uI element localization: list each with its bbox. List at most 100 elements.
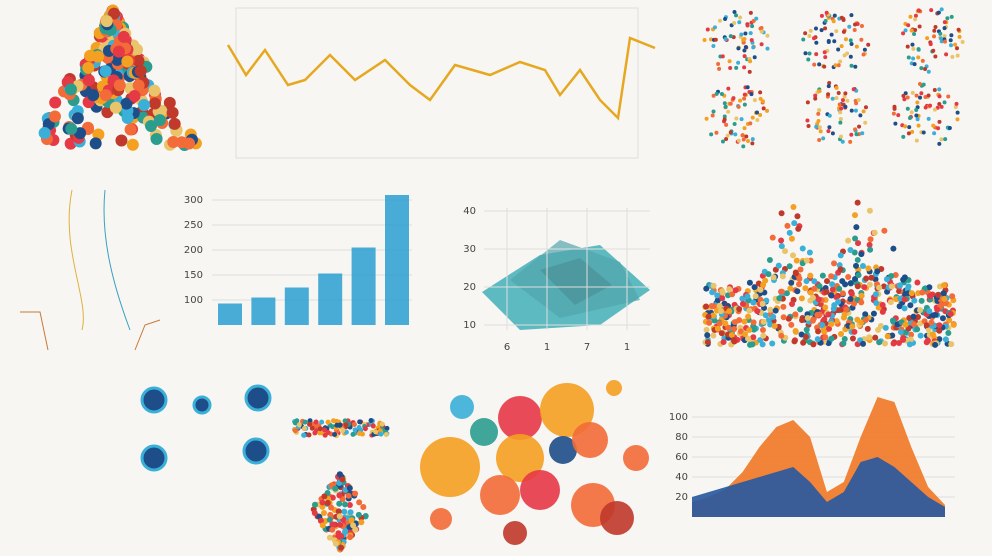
decor-dot (893, 121, 898, 126)
decor-dot (825, 340, 832, 347)
x-tick-label: 1 (544, 342, 550, 353)
decor-dot (706, 319, 713, 326)
decor-dot (732, 20, 737, 25)
decor-dot (810, 341, 817, 348)
decor-dot (827, 81, 832, 86)
decor-dot (730, 337, 737, 344)
decor-dot (109, 101, 122, 114)
decor-dot (100, 15, 113, 28)
decor-dot (762, 277, 769, 284)
decor-dot (854, 44, 859, 49)
decor-dot (931, 123, 936, 128)
decor-dot (748, 59, 753, 64)
decor-dot (893, 296, 900, 303)
decor-dot (355, 511, 362, 518)
decor-dot (732, 287, 739, 294)
decor-dot (917, 81, 922, 86)
decor-dot (911, 46, 916, 51)
decor-dot (830, 96, 835, 101)
decor-dot (837, 266, 844, 273)
decor-dot (728, 130, 733, 135)
decor-dot (357, 419, 363, 425)
decor-dot (49, 96, 62, 109)
decor-dot (330, 521, 337, 528)
connector (68, 189, 84, 331)
decor-dot (848, 38, 853, 43)
decor-dot (849, 13, 854, 18)
decor-dot (792, 327, 799, 334)
decor-dot (804, 314, 811, 321)
decor-dot (64, 83, 77, 96)
decor-dot (183, 137, 196, 150)
decor-dot (930, 312, 937, 319)
decor-dot (703, 303, 710, 310)
decor-dot (862, 47, 867, 52)
decor-dot (799, 317, 806, 324)
decor-dot (936, 336, 943, 343)
decor-dot (865, 265, 872, 272)
decor-dot (373, 429, 379, 435)
decor-dot (339, 476, 346, 483)
decor-dot (751, 325, 758, 332)
decor-dot (832, 13, 837, 18)
decor-dot (838, 59, 843, 64)
decor-dot (711, 93, 716, 98)
decor-dot (336, 492, 343, 499)
decor-dot (760, 99, 765, 104)
y-tick-label: 100 (184, 295, 203, 306)
decor-dot (736, 317, 743, 324)
decor-dot (955, 110, 960, 115)
decor-ring (140, 386, 168, 414)
decor-dot (759, 42, 764, 47)
bar (385, 195, 409, 325)
decor-dot (936, 126, 941, 131)
decor-dot (819, 321, 826, 328)
decor-bubble (606, 380, 622, 396)
decor-dot (745, 313, 752, 320)
decor-dot (849, 42, 854, 47)
decor-dot (794, 288, 801, 295)
decor-dot (347, 509, 354, 516)
decor-dot (867, 246, 874, 253)
decor-dot (743, 45, 748, 50)
decor-dot (857, 124, 862, 129)
decor-dot (342, 528, 349, 535)
decor-dot (858, 251, 865, 258)
decor-dot (292, 428, 298, 434)
decor-dot (788, 321, 795, 328)
decor-dot (723, 37, 728, 42)
decor-dot (324, 499, 331, 506)
decor-dot (805, 118, 810, 123)
decor-dot (905, 95, 910, 100)
decor-dot (766, 256, 773, 263)
decor-dot (932, 107, 937, 112)
decor-dot (901, 31, 906, 36)
decor-dot (742, 331, 749, 338)
decor-ring (244, 384, 272, 412)
decor-dot (843, 104, 848, 109)
decor-dot (319, 499, 326, 506)
decor-dot (788, 235, 795, 242)
decor-dot (739, 295, 746, 302)
decor-ring (192, 395, 212, 415)
decor-dot (853, 224, 860, 231)
decor-dot (720, 54, 725, 59)
decor-dot (337, 422, 343, 428)
decor-dot (945, 16, 950, 21)
decor-dot (836, 63, 841, 68)
decor-dot (851, 300, 858, 307)
decor-dot (728, 101, 733, 106)
decor-dot (932, 34, 937, 39)
decor-dot (325, 429, 331, 435)
decor-dot (351, 421, 357, 427)
decor-dot (859, 37, 864, 42)
decor-bubble (572, 422, 608, 458)
decor-dot (301, 425, 307, 431)
decor-dot (765, 271, 772, 278)
decor-dot (760, 332, 767, 339)
decor-dot (714, 292, 721, 299)
decor-dot (915, 100, 920, 105)
decor-dot (855, 272, 862, 279)
decor-dot (837, 252, 844, 259)
